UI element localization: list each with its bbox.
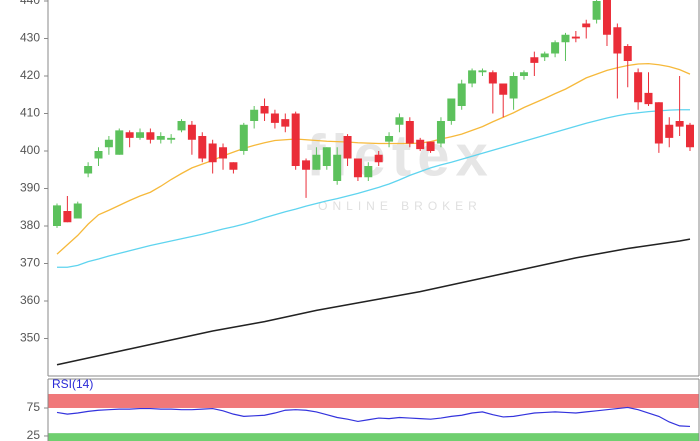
y-tick-label: 370 [20, 256, 40, 270]
candle-body [250, 109, 259, 121]
candle-body [519, 72, 528, 76]
candle-body [499, 83, 508, 95]
watermark-subtitle: ONLINE BROKER [318, 199, 482, 213]
candle-body [291, 113, 300, 166]
candle-body [198, 136, 207, 159]
candle-body [270, 113, 279, 123]
candle-body [385, 136, 394, 142]
candle-body [488, 72, 497, 84]
candle-body [281, 119, 290, 127]
y-tick-label: 360 [20, 293, 40, 307]
candle-body [644, 92, 653, 105]
candle-body [63, 211, 72, 223]
candle-body [333, 154, 342, 181]
candle-body [125, 132, 134, 138]
candle-body [478, 70, 487, 73]
rsi-band [48, 433, 699, 441]
candle-body [374, 154, 383, 163]
candle-body [436, 121, 445, 144]
candle-body [312, 154, 321, 170]
candle-body [115, 130, 124, 155]
rsi-title: RSI(14) [52, 377, 93, 391]
candle-body [623, 46, 632, 61]
candle-body [395, 117, 404, 125]
candle-body [136, 132, 145, 138]
y-tick-label: 440 [20, 0, 40, 7]
candle-body [364, 166, 373, 178]
candle-body [353, 158, 362, 178]
y-tick-label: 410 [20, 106, 40, 120]
ma-line [56, 62, 691, 255]
candle-body [447, 98, 456, 121]
candle-body [73, 203, 82, 219]
candle-body [457, 83, 466, 106]
candle-body [239, 124, 248, 151]
candle-body [343, 136, 352, 159]
candle-body [613, 27, 622, 54]
candle-body [53, 205, 61, 226]
candle-body [509, 76, 518, 99]
candle-body [219, 147, 228, 159]
candle-body [229, 162, 238, 170]
candle-body [84, 166, 93, 174]
y-tick-label: 380 [20, 218, 40, 232]
candle-body [322, 147, 331, 166]
candle-body [177, 121, 186, 131]
candle-body [104, 139, 113, 148]
candle-body [592, 1, 601, 20]
candle-body [675, 121, 684, 127]
y-tick-label: 25 [27, 428, 41, 441]
candle-body [187, 124, 196, 140]
ma-line [57, 109, 690, 268]
candle-body [602, 0, 611, 35]
y-tick-label: 400 [20, 143, 40, 157]
candle-body [416, 139, 425, 150]
candle-body [208, 143, 217, 163]
y-tick-label: 420 [20, 68, 40, 82]
candle-body [571, 36, 580, 39]
candle-body [302, 160, 311, 170]
y-tick-label: 390 [20, 181, 40, 195]
candle-body [468, 70, 477, 84]
candle-body [146, 132, 155, 140]
candle-body [156, 136, 165, 140]
ma-line [56, 238, 691, 366]
candle-body [260, 106, 269, 114]
candle-body [94, 151, 103, 159]
rsi-panel: 25 75 RSI(14) [27, 377, 700, 441]
candle-body [654, 102, 663, 144]
plot-area [53, 0, 694, 366]
candle-body [686, 124, 694, 148]
ma-line [56, 406, 691, 428]
candle-body [561, 34, 570, 43]
y-tick-label: 350 [20, 331, 40, 345]
candle-body [551, 42, 560, 54]
y-tick-label: 75 [27, 400, 41, 414]
candle-body [634, 72, 643, 103]
rsi-band [48, 394, 699, 408]
candle-body [540, 53, 549, 58]
y-tick-label: 430 [20, 31, 40, 45]
candle-body [582, 23, 591, 28]
plot-area [48, 394, 699, 441]
candle-body [167, 137, 176, 140]
candle-body [665, 124, 674, 138]
candle-body [426, 141, 435, 151]
candle-body [530, 57, 539, 63]
candle-body [405, 121, 414, 144]
